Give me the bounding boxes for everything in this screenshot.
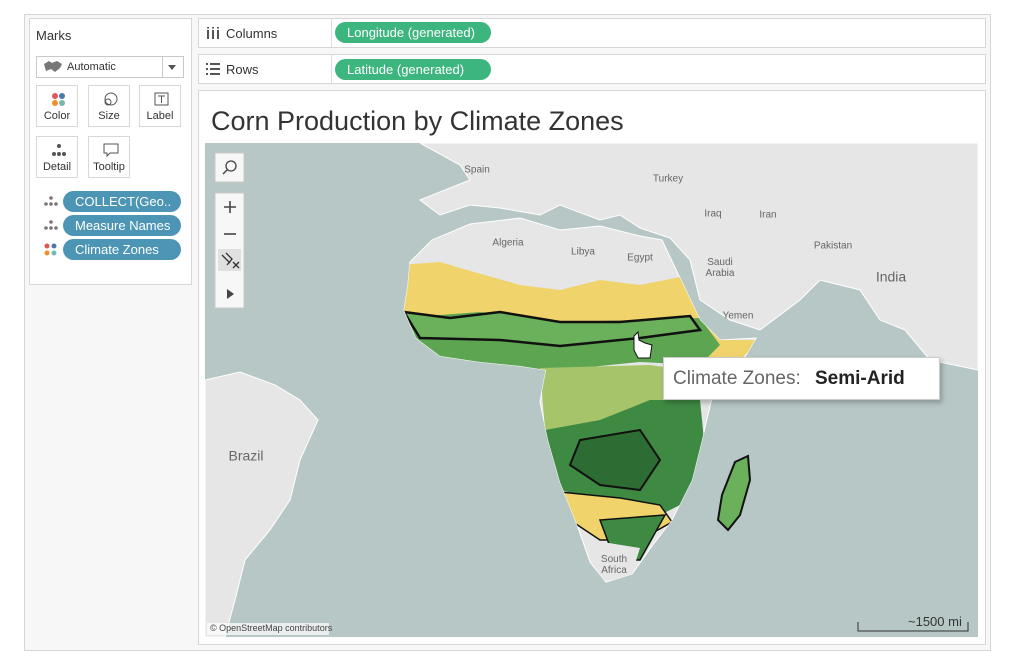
rows-icon	[206, 63, 220, 75]
madagascar	[716, 454, 752, 532]
scale-bar	[857, 622, 969, 632]
mark-button[interactable]: Size	[88, 85, 130, 127]
mark-type-dropdown[interactable]: Automatic	[36, 56, 184, 78]
map-label: Spain	[464, 164, 490, 176]
shelf-label: Rows	[226, 62, 259, 77]
marks-title: Marks	[36, 28, 72, 43]
attribution: © OpenStreetMap contributors	[210, 623, 333, 633]
pill-icon	[43, 195, 59, 213]
mark-button[interactable]: Tooltip	[88, 136, 130, 178]
cursor	[633, 330, 653, 359]
mark-button-label: Tooltip	[93, 161, 125, 173]
map-label: India	[875, 268, 907, 285]
search-button[interactable]	[214, 152, 245, 183]
columns-shelf[interactable]: Columns Longitude (generated)	[198, 18, 986, 48]
shelf-pill[interactable]: Latitude (generated)	[335, 59, 491, 80]
expand-toolbar[interactable]	[227, 289, 234, 299]
rows-shelf[interactable]: Rows Latitude (generated)	[198, 54, 986, 84]
zoom-in[interactable]	[224, 201, 236, 213]
tooltip: Climate Zones: Semi-Arid	[663, 357, 940, 400]
marks-pill[interactable]: Climate Zones	[63, 239, 181, 260]
mark-button-label: Size	[98, 110, 120, 122]
marks-pill[interactable]: Measure Names	[63, 215, 181, 236]
view-title: Corn Production by Climate Zones	[211, 106, 624, 136]
mark-button[interactable]: Color	[36, 85, 78, 127]
dropdown-arrow	[168, 65, 176, 70]
scale-label: ~1500 mi	[908, 614, 962, 629]
map-label: Egypt	[627, 252, 653, 264]
map-label: Iraq	[704, 208, 722, 220]
mark-button-label: Detail	[42, 161, 72, 173]
tooltip-field: Climate Zones:	[673, 368, 801, 389]
select-tool[interactable]	[218, 249, 241, 271]
marks-card: Marks Automatic Color Size Label Detail Tool…	[29, 18, 192, 285]
map-label: Saudi Arabia	[705, 257, 735, 279]
eurasia	[418, 143, 978, 371]
map-icon	[44, 61, 62, 72]
shelf-pill[interactable]: Longitude (generated)	[335, 22, 491, 43]
mark-button-label: Label	[146, 110, 174, 122]
map-label: Yemen	[722, 310, 754, 322]
pill-icon	[43, 243, 59, 261]
pill-icon	[43, 219, 59, 237]
marks-pill[interactable]: COLLECT(Geo..	[63, 191, 181, 212]
map-label: South Africa	[600, 554, 628, 576]
map-label: Algeria	[492, 237, 524, 249]
south-america	[205, 371, 319, 637]
mark-button[interactable]: Label	[139, 85, 181, 127]
tooltip-value: Semi-Arid	[815, 368, 905, 389]
mark-type: Automatic	[67, 61, 116, 73]
map-label: Libya	[571, 246, 595, 258]
mark-button[interactable]: Detail	[36, 136, 78, 178]
map-label: Brazil	[228, 447, 264, 464]
map-label: Pakistan	[813, 240, 853, 252]
columns-icon	[207, 27, 219, 39]
map-label: Turkey	[652, 173, 684, 185]
map-label: Iran	[759, 209, 777, 221]
shelf-label: Columns	[226, 26, 278, 41]
mark-button-label: Color	[43, 110, 71, 122]
